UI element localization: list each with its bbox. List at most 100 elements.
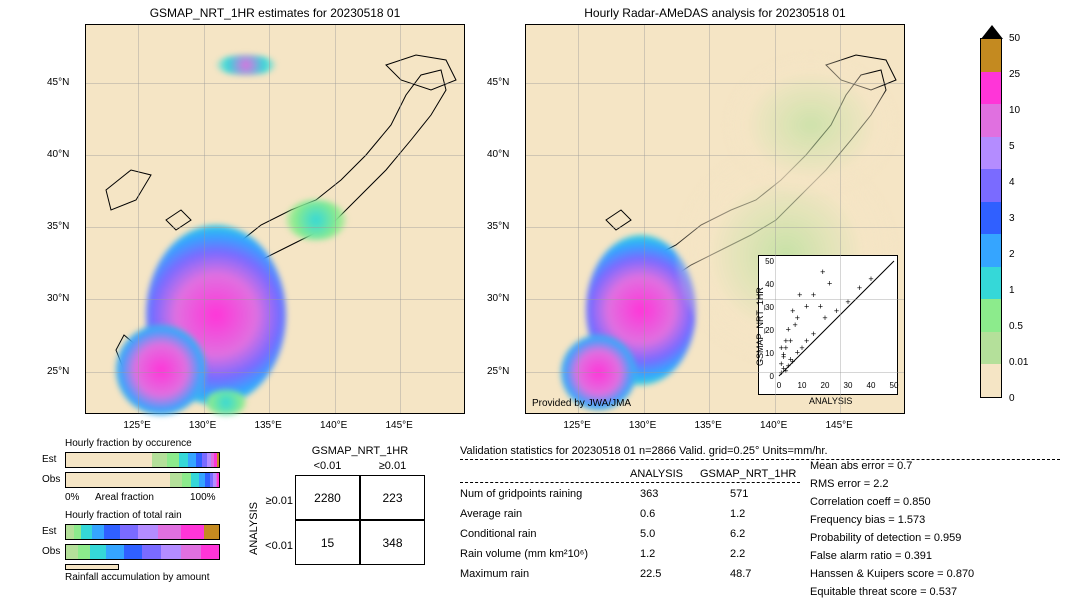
svg-text:+: + [790,306,795,316]
colorbar-tick: 4 [1009,177,1015,188]
val-g: 48.7 [730,568,751,580]
svg-text:+: + [827,278,832,288]
frac-row-label: Est [42,454,56,465]
y-tick: 35°N [487,221,509,232]
colorbar-tick: 0.5 [1009,321,1023,332]
val-a: 1.2 [640,548,655,560]
frac-row-label: Obs [42,546,60,557]
xlabel-100pct: 100% [190,492,216,503]
colorbar-tick: 1 [1009,285,1015,296]
val-right-stat: False alarm ratio = 0.391 [810,550,932,562]
svg-text:+: + [811,329,816,339]
y-tick: 40°N [487,149,509,160]
val-right-stat: Frequency bias = 1.573 [810,514,925,526]
val-right-stat: Mean abs error = 0.7 [810,460,912,472]
svg-text:+: + [781,352,786,362]
scatter-panel: ++++++++++++++++++++++++++++++++00101020… [758,255,898,395]
colorbar-tick: 0 [1009,393,1015,404]
map-left-panel [85,24,465,414]
svg-text:20: 20 [821,381,830,390]
ct-col-gte: ≥0.01 [360,460,425,472]
svg-text:10: 10 [765,349,774,358]
frac-row-label: Est [42,526,56,537]
frac-bar [65,452,220,468]
svg-text:+: + [811,290,816,300]
val-label: Num of gridpoints raining [460,488,582,500]
val-g: 2.2 [730,548,745,560]
colorbar-tick: 50 [1009,33,1020,44]
val-sep [460,482,800,483]
precip-halo [726,55,896,195]
val-col-gsmap: GSMAP_NRT_1HR [700,468,796,480]
map-left-title: GSMAP_NRT_1HR estimates for 20230518 01 [85,6,465,20]
ct-row-gte: ≥0.01 [258,495,293,507]
xlabel-areal: Areal fraction [95,492,154,503]
ct-cell-01: 223 [360,475,425,520]
ct-col-lt: <0.01 [295,460,360,472]
svg-text:40: 40 [765,280,774,289]
svg-text:+: + [790,357,795,367]
val-right-stat: Correlation coeff = 0.850 [810,496,931,508]
val-right-stat: Probability of detection = 0.959 [810,532,961,544]
svg-text:+: + [868,274,873,284]
svg-text:20: 20 [765,326,774,335]
colorbar: 00.010.512345102550 [980,38,1002,398]
precip-blob [216,55,276,75]
svg-text:+: + [795,313,800,323]
y-tick: 45°N [47,77,69,88]
val-right-stat: Hanssen & Kuipers score = 0.870 [810,568,974,580]
fraction-total-title: Hourly fraction of total rain [65,510,182,521]
svg-text:0: 0 [777,381,782,390]
colorbar-segment [981,332,1001,365]
figure-canvas: GSMAP_NRT_1HR estimates for 20230518 01 … [0,0,1080,612]
x-tick: 125°E [123,420,150,431]
val-label: Rain volume (mm km²10⁶) [460,548,588,560]
svg-text:+: + [857,283,862,293]
y-tick: 45°N [487,77,509,88]
val-a: 363 [640,488,658,500]
svg-text:40: 40 [867,381,876,390]
val-g: 571 [730,488,748,500]
colorbar-tick: 2 [1009,249,1015,260]
xlabel-0pct: 0% [65,492,79,503]
val-right-stat: Equitable threat score = 0.537 [810,586,957,598]
y-tick: 25°N [47,366,69,377]
y-tick: 30°N [487,293,509,304]
ct-cell-10: 15 [295,520,360,565]
colorbar-segment [981,267,1001,300]
val-a: 22.5 [640,568,661,580]
colorbar-overflow-arrow [981,25,1003,39]
rainfall-accum-label: Rainfall accumulation by amount [65,572,210,583]
svg-text:50: 50 [765,257,774,266]
svg-text:+: + [797,290,802,300]
x-tick: 130°E [189,420,216,431]
val-a: 5.0 [640,528,655,540]
colorbar-segment [981,234,1001,267]
validation-title: Validation statistics for 20230518 01 n=… [460,445,1060,460]
x-tick: 140°E [760,420,787,431]
colorbar-segment [981,104,1001,137]
val-right-stat: RMS error = 2.2 [810,478,889,490]
x-tick: 130°E [629,420,656,431]
svg-text:+: + [788,336,793,346]
map-right-title: Hourly Radar-AMeDAS analysis for 2023051… [525,6,905,20]
x-tick: 125°E [563,420,590,431]
colorbar-tick: 25 [1009,69,1020,80]
val-g: 6.2 [730,528,745,540]
provided-by-label: Provided by JWA/JMA [532,398,631,409]
svg-text:30: 30 [765,303,774,312]
x-tick: 145°E [825,420,852,431]
val-label: Maximum rain [460,568,529,580]
precip-blob [116,325,206,415]
svg-text:50: 50 [890,381,899,390]
val-col-analysis: ANALYSIS [630,468,683,480]
x-tick: 135°E [254,420,281,431]
svg-text:+: + [804,301,809,311]
val-label: Conditional rain [460,528,536,540]
scatter-plot: ++++++++++++++++++++++++++++++++00101020… [759,256,899,396]
colorbar-segment [981,169,1001,202]
svg-text:30: 30 [844,381,853,390]
svg-text:+: + [845,297,850,307]
y-tick: 35°N [47,221,69,232]
ct-row-lt: <0.01 [258,540,293,552]
